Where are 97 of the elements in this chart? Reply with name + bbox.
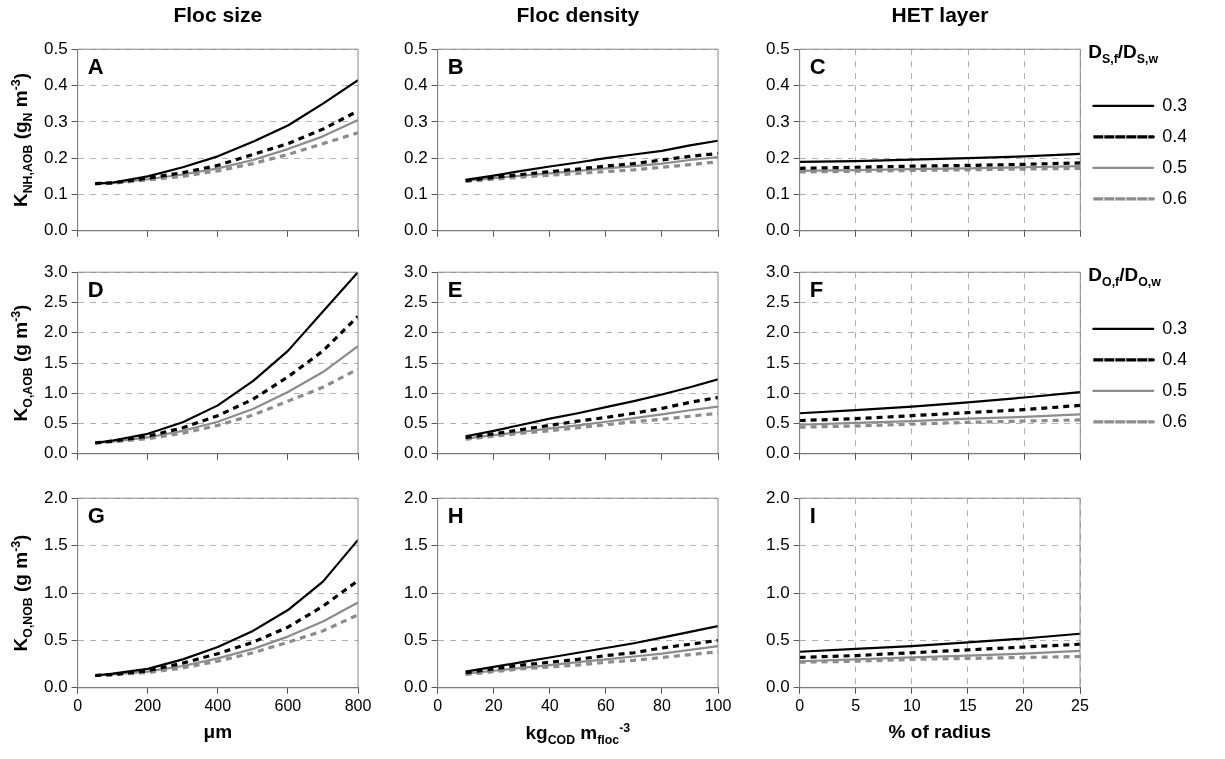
line-series: [799, 403, 1081, 423]
x-tick-label: 5: [851, 696, 861, 714]
x-tick-label: 400: [204, 696, 232, 714]
annotation: F: [809, 277, 824, 303]
y-tick-label: 2.0: [765, 487, 790, 507]
y-tick-label: 0.0: [765, 677, 790, 697]
y-tick-label: 0.1: [765, 184, 790, 204]
y-tick-label: 1.0: [765, 582, 790, 602]
y-tick-label: 0.5: [765, 413, 790, 433]
y-tick-label: 0.3: [43, 111, 68, 131]
y-tick-label: 1.5: [403, 352, 428, 372]
y-tick-label: 2.0: [43, 487, 68, 507]
annotation: D: [87, 277, 104, 303]
y-tick-label: 0.0: [403, 677, 428, 697]
legend-title: D$_{S,f}$/D$_{S,w}$: [1088, 41, 1159, 66]
y-tick-label: 1.0: [765, 382, 790, 402]
y-tick-label: 0.2: [43, 147, 68, 167]
y-tick-label: 2.0: [403, 487, 428, 507]
y-tick-label: 0.5: [403, 630, 428, 650]
x-tick-label: 100: [704, 696, 732, 714]
x-tick-label: 20: [484, 696, 503, 714]
annotation: I: [809, 503, 816, 529]
y-tick-label: 1.5: [765, 535, 790, 555]
line-series: [799, 642, 1080, 660]
annotation: B: [447, 54, 464, 80]
legend-label: 0.6: [1162, 410, 1188, 431]
x-axis-title: % of radius: [888, 721, 992, 743]
y-tick-label: 0.5: [403, 413, 428, 433]
annotation: G: [87, 503, 105, 529]
chart-title: HET layer: [891, 3, 989, 27]
y-tick-label: 1.0: [43, 582, 68, 602]
y-tick-label: 0.4: [765, 75, 790, 95]
y-tick-label: 1.5: [403, 535, 428, 555]
y-tick-label: 0.0: [765, 443, 790, 463]
y-tick-label: 1.5: [765, 352, 790, 372]
x-tick-label: 60: [596, 696, 615, 714]
y-tick-label: 2.5: [403, 292, 428, 312]
legend-label: 0.6: [1162, 187, 1188, 208]
legend-label: 0.3: [1162, 317, 1188, 338]
y-tick-label: 0.5: [43, 413, 68, 433]
y-tick-label: 0.5: [765, 38, 790, 58]
y-tick-label: 3.0: [43, 261, 68, 281]
annotation: E: [447, 277, 463, 303]
y-tick-label: 0.5: [403, 38, 428, 58]
annotation: C: [809, 54, 826, 80]
chart-title: Floc size: [173, 3, 263, 27]
y-tick-label: 2.0: [403, 322, 428, 342]
legend-label: 0.4: [1162, 348, 1188, 369]
x-tick-label: 10: [902, 696, 921, 714]
y-tick-label: 0.2: [765, 147, 790, 167]
y-tick-label: 2.5: [765, 292, 790, 312]
x-tick-label: 0: [73, 696, 83, 714]
legend-title: D$_{O,f}$/D$_{O,w}$: [1088, 264, 1161, 289]
y-tick-label: 3.0: [765, 261, 790, 281]
y-tick-label: 0.0: [765, 220, 790, 240]
y-tick-label: 0.3: [403, 111, 428, 131]
y-tick-label: 2.5: [43, 292, 68, 312]
y-tick-label: 0.5: [765, 630, 790, 650]
y-tick-label: 2.0: [43, 322, 68, 342]
y-tick-label: 0.0: [43, 220, 68, 240]
y-tick-label: 0.1: [403, 184, 428, 204]
y-tick-label: 0.0: [403, 220, 428, 240]
x-tick-label: 0: [795, 696, 805, 714]
legend-label: 0.5: [1162, 379, 1188, 400]
y-tick-label: 1.5: [43, 535, 68, 555]
legend-label: 0.3: [1162, 94, 1188, 115]
y-tick-label: 1.5: [43, 352, 68, 372]
legend-label: 0.4: [1162, 125, 1188, 146]
y-tick-label: 0.4: [43, 75, 68, 95]
y-tick-label: 1.0: [403, 382, 428, 402]
x-tick-label: 80: [653, 696, 671, 714]
x-tick-label: 800: [344, 696, 372, 714]
y-tick-label: 0.0: [403, 443, 428, 463]
x-tick-label: 40: [540, 696, 559, 714]
x-tick-label: 15: [958, 696, 977, 714]
y-tick-label: 0.3: [765, 111, 790, 131]
x-tick-label: 25: [1071, 696, 1089, 714]
annotation: H: [447, 503, 464, 529]
y-tick-label: 0.4: [403, 75, 428, 95]
y-tick-label: 0.5: [43, 630, 68, 650]
annotation: A: [87, 54, 104, 80]
y-tick-label: 0.2: [403, 147, 428, 167]
x-tick-label: 600: [274, 696, 302, 714]
legend-label: 0.5: [1162, 156, 1188, 177]
y-tick-label: 1.0: [43, 382, 68, 402]
y-tick-label: 0.0: [43, 443, 68, 463]
y-tick-label: 1.0: [403, 582, 428, 602]
x-axis-title: μm: [203, 721, 233, 743]
y-tick-label: 0.1: [43, 184, 68, 204]
y-tick-label: 0.5: [43, 38, 68, 58]
y-tick-label: 2.0: [765, 322, 790, 342]
x-tick-label: 200: [134, 696, 162, 714]
chart-title: Floc density: [516, 3, 640, 27]
y-tick-label: 3.0: [403, 261, 428, 281]
x-tick-label: 0: [433, 696, 443, 714]
y-tick-label: 0.0: [43, 677, 68, 697]
x-tick-label: 20: [1015, 696, 1033, 714]
